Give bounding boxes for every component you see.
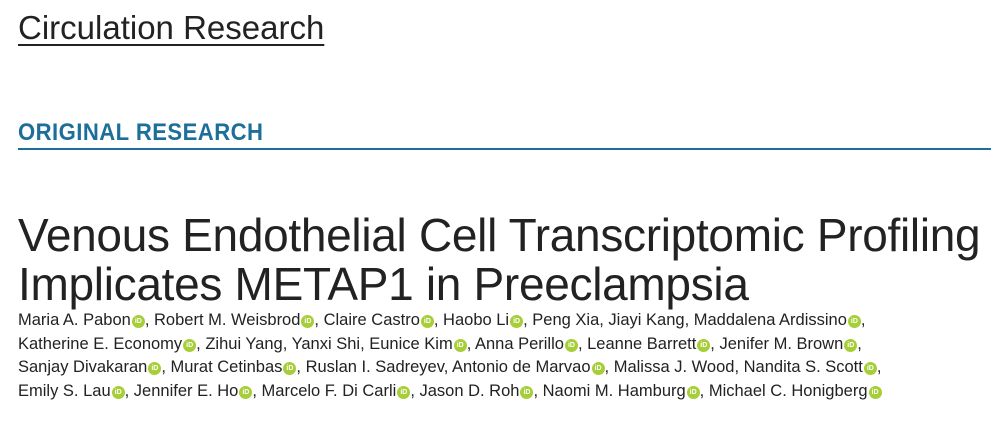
orcid-icon[interactable]: iD — [697, 338, 711, 352]
orcid-icon[interactable]: iD — [453, 338, 467, 352]
orcid-icon[interactable]: iD — [844, 338, 858, 352]
author-name[interactable]: Haobo Li — [443, 311, 510, 329]
author-name[interactable]: Nandita S. Scott — [743, 358, 863, 376]
orcid-icon[interactable]: iD — [183, 338, 197, 352]
orcid-icon[interactable]: iD — [591, 362, 605, 375]
author-separator: , — [699, 381, 709, 400]
author-name[interactable]: Katherine E. Economy — [18, 334, 183, 353]
author-name[interactable]: Maria A. Pabon — [18, 311, 131, 329]
orcid-icon[interactable]: iD — [564, 338, 578, 352]
author-name[interactable]: Jason D. Roh — [419, 381, 520, 400]
author-name[interactable]: Robert M. Weisbrod — [154, 311, 301, 329]
author-name[interactable]: Anna Perillo — [474, 334, 564, 353]
orcid-icon[interactable]: iD — [510, 315, 524, 328]
author-separator: , — [360, 334, 370, 353]
author-name[interactable]: Sanjay Divakaran — [18, 358, 148, 376]
orcid-icon[interactable]: iD — [131, 315, 145, 328]
author-separator: , — [144, 311, 154, 329]
author-name[interactable]: Yanxi Shi — [291, 334, 361, 353]
author-separator: , — [857, 334, 862, 353]
author-separator: , — [599, 311, 609, 329]
author-separator: , — [577, 334, 588, 353]
title-line-1: Venous Endothelial Cell Transcriptomic P… — [18, 208, 981, 261]
author-separator: , — [533, 381, 543, 400]
orcid-icon[interactable]: iD — [397, 385, 411, 399]
orcid-icon[interactable]: iD — [847, 315, 861, 328]
author-name[interactable]: Michael C. Honigberg — [708, 381, 868, 400]
article-title: Venous Endothelial Cell Transcriptomic P… — [18, 208, 988, 310]
author-line: Katherine E. Economy iD, Zihui Yang, Yanx… — [18, 333, 993, 357]
author-name[interactable]: Jennifer E. Ho — [133, 381, 239, 400]
author-separator: , — [684, 311, 694, 329]
author-name[interactable]: Marcelo F. Di Carli — [261, 381, 397, 400]
author-name[interactable]: Jenifer M. Brown — [719, 334, 844, 353]
author-name[interactable]: Ruslan I. Sadreyev — [305, 358, 444, 376]
author-name[interactable]: Leanne Barrett — [587, 334, 697, 353]
author-separator: , — [161, 358, 171, 376]
orcid-icon[interactable]: iD — [239, 385, 253, 399]
author-separator: , — [734, 358, 744, 376]
journal-name[interactable]: Circulation Research — [18, 9, 325, 46]
author-separator: , — [196, 334, 206, 353]
author-line: Emily S. Lau iD, Jennifer E. Ho iD, Marcel… — [18, 380, 993, 404]
orcid-icon[interactable]: iD — [863, 362, 877, 375]
orcid-icon[interactable]: iD — [283, 362, 297, 375]
author-name[interactable]: Claire Castro — [323, 311, 420, 329]
orcid-icon[interactable]: iD — [686, 385, 700, 399]
author-separator: , — [443, 358, 453, 376]
author-separator: , — [314, 311, 324, 329]
author-separator: , — [860, 311, 866, 329]
author-separator: , — [604, 358, 614, 376]
author-name[interactable]: Emily S. Lau — [18, 381, 111, 400]
author-separator: , — [876, 358, 882, 376]
orcid-icon[interactable]: iD — [520, 385, 534, 399]
author-list: Maria A. Pabon iD, Robert M. Weisbrod iD, … — [18, 309, 993, 403]
author-separator: , — [282, 334, 292, 353]
author-separator: , — [410, 381, 420, 400]
author-name[interactable]: Naomi M. Hamburg — [542, 381, 686, 400]
author-name[interactable]: Malissa J. Wood — [613, 358, 735, 376]
author-line: Sanjay Divakaran iD, Murat Cetinbas iD, Ru… — [18, 356, 993, 380]
author-line: Maria A. Pabon iD, Robert M. Weisbrod iD, … — [18, 309, 993, 333]
author-separator: , — [466, 334, 475, 353]
author-separator: , — [523, 311, 533, 329]
orcid-icon[interactable]: iD — [420, 315, 434, 328]
author-name[interactable]: Zihui Yang — [205, 334, 283, 353]
section-header: ORIGINAL RESEARCH — [18, 118, 991, 150]
author-name[interactable]: Murat Cetinbas — [170, 358, 283, 376]
author-name[interactable]: Antonio de Marvao — [452, 358, 591, 376]
orcid-icon[interactable]: iD — [868, 385, 882, 399]
author-separator: , — [124, 381, 134, 400]
author-separator: , — [710, 334, 720, 353]
author-separator: , — [252, 381, 262, 400]
section-label: ORIGINAL RESEARCH — [18, 119, 264, 146]
author-separator: , — [433, 311, 444, 329]
author-separator: , — [296, 358, 306, 376]
orcid-icon[interactable]: iD — [148, 362, 162, 375]
orcid-icon[interactable]: iD — [111, 385, 125, 399]
title-line-2: Implicates METAP1 in Preeclampsia — [18, 257, 749, 310]
orcid-icon[interactable]: iD — [301, 315, 315, 328]
author-name[interactable]: Maddalena Ardissino — [693, 311, 847, 329]
author-name[interactable]: Peng Xia — [532, 311, 600, 329]
author-name[interactable]: Jiayi Kang — [608, 311, 685, 329]
author-name[interactable]: Eunice Kim — [369, 334, 453, 353]
